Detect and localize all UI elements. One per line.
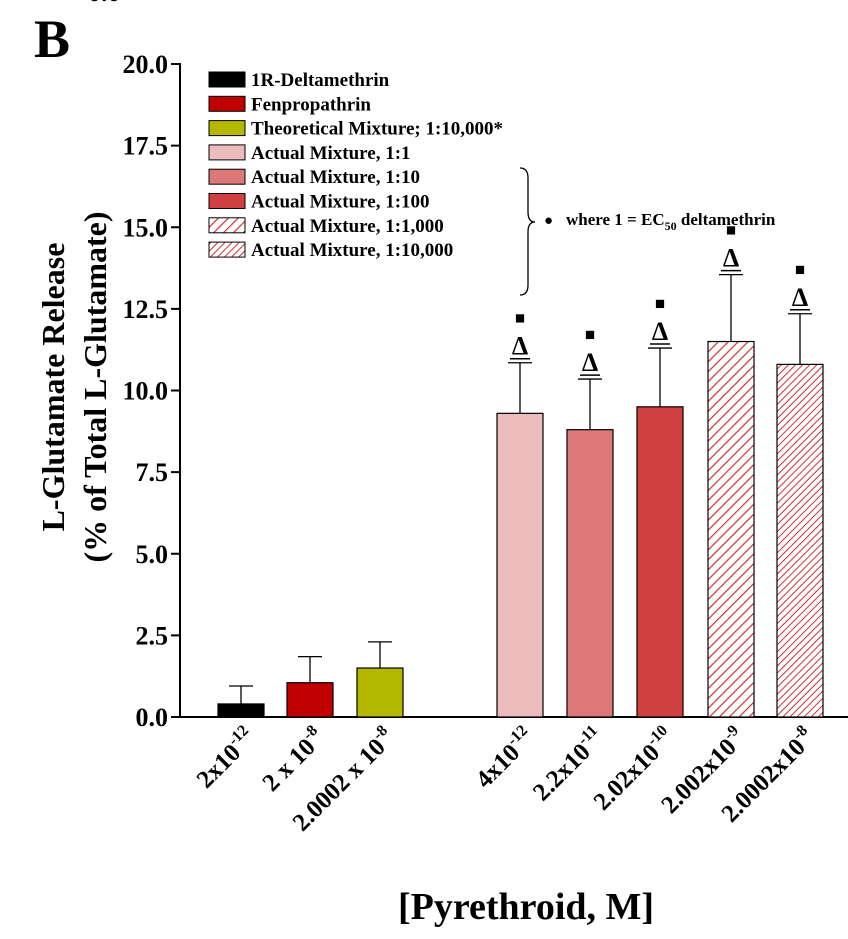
x-axis-label: [Pyrethroid, M] — [398, 886, 654, 928]
annotation-subscript: 50 — [665, 219, 677, 233]
y-tick-label: 20.0 — [123, 50, 169, 79]
legend-group: 1R-Deltamethrin Fenpropathrin Theoretical … — [208, 70, 776, 296]
legend-brace — [519, 167, 536, 296]
bar — [776, 363, 824, 718]
legend-entry-label: Actual Mixture, 1:1,000 — [251, 216, 444, 237]
legend-swatch — [208, 168, 246, 185]
y-tick-label: 0.0 — [136, 703, 169, 732]
y-tick-label: 12.5 — [123, 295, 169, 324]
legend-entry-label: Actual Mixture, 1:1 — [251, 143, 411, 164]
significance-square: ■ — [655, 294, 665, 313]
bar — [286, 682, 334, 718]
x-tick-label-base: 2.02x10 — [589, 739, 666, 816]
y-tick-label: 10.0 — [123, 377, 169, 406]
legend-entry-label: 1R-Deltamethrin — [251, 70, 390, 91]
y-tick-label: 5.0 — [136, 540, 169, 569]
legend-entry-label: Fenpropathrin — [251, 94, 371, 115]
bar — [496, 412, 544, 718]
legend-entry-label: Actual Mixture, 1:10 — [251, 167, 420, 188]
legend-swatch — [208, 71, 246, 88]
significance-square: ■ — [726, 221, 736, 240]
annotation-prefix: where 1 = EC — [566, 210, 665, 229]
x-tick-label: 2x10-12 — [190, 722, 262, 794]
y-axis-label-line2: (% of Total L-Glutamate) — [77, 211, 113, 562]
legend-entry-label: Actual Mixture, 1:10,000 — [251, 240, 453, 261]
legend-swatch — [208, 120, 246, 137]
legend-entry-label: Theoretical Mixture; 1:10,000* — [251, 119, 503, 140]
significance-square: ■ — [795, 260, 805, 279]
x-tick-label: 4x10-12 — [469, 722, 541, 794]
y-tick-label: 15.0 — [123, 213, 169, 242]
axes-group: 0.0 2.5 5.0 7.5 10.0 12.5 15.0 17.5 20.0 — [123, 50, 848, 732]
bar — [636, 406, 684, 718]
significance-delta: Δ — [512, 332, 528, 361]
y-tick-label: 7.5 — [136, 458, 169, 487]
legend-swatch — [208, 95, 246, 112]
annotation-text: where 1 = EC50 deltamethrin — [566, 210, 776, 233]
annotation-bullet: ● — [544, 213, 553, 229]
legend-entry-label: Actual Mixture, 1:100 — [251, 192, 430, 213]
bar — [566, 429, 614, 718]
significance-delta: Δ — [792, 283, 808, 312]
significance-delta: Δ — [582, 348, 598, 377]
bar — [217, 703, 265, 718]
significance-square: ■ — [515, 309, 525, 328]
annotation-suffix: deltamethrin — [677, 210, 776, 229]
y-axis-label-line1: L-Glutamate Release — [35, 243, 71, 532]
legend-swatch — [208, 193, 246, 209]
significance-square: ■ — [585, 325, 595, 344]
cropped-tick-label: 0.0 — [88, 0, 121, 8]
significance-delta: Δ — [652, 317, 668, 346]
y-tick-label: 2.5 — [136, 621, 169, 650]
bar — [707, 340, 755, 718]
bars-group: Δ ■ Δ ■ Δ ■ Δ ■ Δ ■ — [217, 221, 824, 718]
y-tick-label: 17.5 — [123, 132, 169, 161]
significance-delta: Δ — [723, 244, 739, 273]
legend-swatch — [208, 144, 246, 161]
panel-label: B — [34, 9, 71, 69]
legend-swatch — [208, 217, 246, 234]
bar — [356, 667, 404, 718]
legend-swatch — [208, 241, 246, 258]
